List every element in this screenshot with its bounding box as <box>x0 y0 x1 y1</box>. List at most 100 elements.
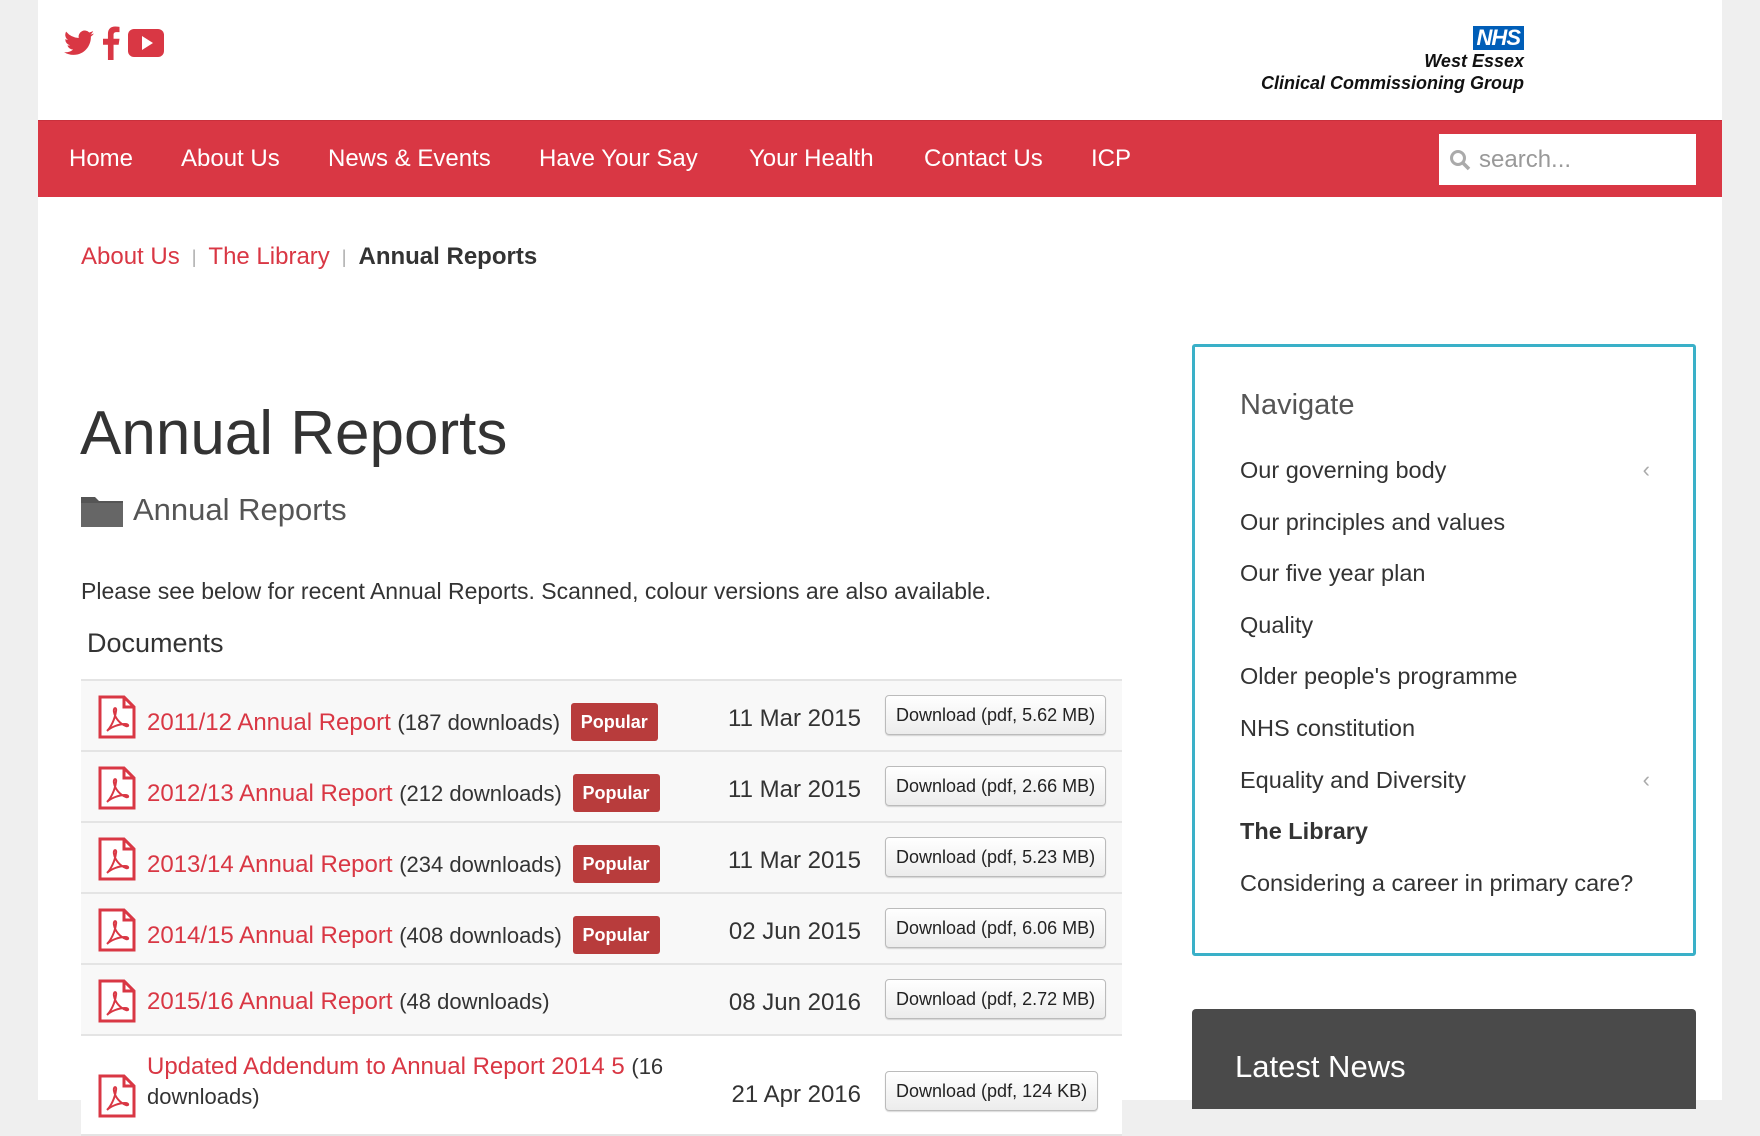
document-date: 11 Mar 2015 <box>728 847 861 874</box>
search-box <box>1439 134 1696 185</box>
category-heading: Annual Reports <box>81 492 347 528</box>
document-link[interactable]: 2013/14 Annual Report <box>147 851 393 878</box>
nav-home[interactable]: Home <box>69 145 134 172</box>
document-link[interactable]: Updated Addendum to Annual Report 2014 5 <box>147 1053 625 1080</box>
youtube-icon[interactable] <box>128 29 164 57</box>
popular-badge: Popular <box>570 703 658 741</box>
download-button[interactable]: Download (pdf, 2.66 MB) <box>885 766 1107 806</box>
search-icon <box>1450 149 1471 170</box>
document-row: 2013/14 Annual Report (234 downloads) Po… <box>81 823 1122 894</box>
breadcrumb-the-library[interactable]: The Library <box>208 243 330 270</box>
document-date: 02 Jun 2015 <box>728 918 861 945</box>
nav-about-us[interactable]: About Us <box>181 145 280 172</box>
pdf-icon <box>97 766 137 815</box>
document-row: 2011/12 Annual Report (187 downloads) Po… <box>81 681 1122 752</box>
nav-contact-us[interactable]: Contact Us <box>924 145 1043 172</box>
document-link[interactable]: 2012/13 Annual Report <box>147 780 393 807</box>
document-row: 2014/15 Annual Report (408 downloads) Po… <box>81 894 1122 965</box>
document-link[interactable]: 2011/12 Annual Report <box>147 709 391 736</box>
sidebar-item[interactable]: Equality and Diversity ‹ <box>1240 767 1650 819</box>
nav-news-events[interactable]: News & Events <box>328 145 491 172</box>
sidebar-item-label: Older people's programme <box>1240 663 1518 690</box>
logo-line-1: West Essex <box>1424 51 1524 71</box>
main-nav: Home About Us News & Events Have Your Sa… <box>38 120 1722 197</box>
download-button[interactable]: Download (pdf, 5.23 MB) <box>885 837 1107 877</box>
sidebar-item-label: The Library <box>1240 818 1368 845</box>
document-row: 2015/16 Annual Report (48 downloads) 08 … <box>81 965 1122 1036</box>
social-links <box>64 26 164 60</box>
sidebar-item[interactable]: NHS constitution <box>1240 715 1650 767</box>
latest-news-panel: Latest News <box>1192 1009 1696 1109</box>
intro-text: Please see below for recent Annual Repor… <box>81 578 992 604</box>
sidebar-heading: Navigate <box>1240 389 1355 421</box>
documents-table: 2011/12 Annual Report (187 downloads) Po… <box>81 679 1122 1136</box>
sidebar-item-label: Our principles and values <box>1240 508 1506 535</box>
twitter-icon[interactable] <box>64 30 94 56</box>
folder-icon <box>81 497 123 527</box>
sidebar-item[interactable]: Quality <box>1240 612 1650 664</box>
download-count: (234 downloads) <box>399 852 562 877</box>
page-title: Annual Reports <box>80 399 508 468</box>
nav-your-health[interactable]: Your Health <box>749 145 874 172</box>
pdf-icon <box>97 695 137 744</box>
document-link[interactable]: 2015/16 Annual Report <box>147 988 393 1015</box>
breadcrumb: About Us | The Library | Annual Reports <box>81 243 537 271</box>
document-title: 2014/15 Annual Report (408 downloads) Po… <box>147 916 707 954</box>
sidebar-item[interactable]: Considering a career in primary care? <box>1240 870 1650 922</box>
breadcrumb-about-us[interactable]: About Us <box>81 243 180 270</box>
sidebar-item[interactable]: Our governing body ‹ <box>1240 457 1650 509</box>
search-input[interactable] <box>1479 145 1679 174</box>
document-date: 21 Apr 2016 <box>731 1081 861 1108</box>
nav-have-your-say[interactable]: Have Your Say <box>539 145 698 172</box>
document-link[interactable]: 2014/15 Annual Report <box>147 922 393 949</box>
chevron-left-icon[interactable]: ‹ <box>1642 766 1650 792</box>
popular-badge: Popular <box>572 774 660 812</box>
logo-line-2: Clinical Commissioning Group <box>1260 73 1524 93</box>
chevron-left-icon[interactable]: ‹ <box>1642 457 1650 482</box>
download-count: (187 downloads) <box>397 710 561 735</box>
document-row: 2012/13 Annual Report (212 downloads) Po… <box>81 752 1122 823</box>
download-button[interactable]: Download (pdf, 124 KB) <box>885 1071 1099 1111</box>
sidebar-navigate: Navigate Our governing body ‹ Our principl… <box>1192 344 1696 956</box>
sidebar-item[interactable]: Our five year plan <box>1240 560 1650 612</box>
category-label: Annual Reports <box>133 492 347 527</box>
document-date: 11 Mar 2015 <box>728 776 861 803</box>
nhs-logo[interactable]: NHS West Essex Clinical Commissioning Gr… <box>1261 26 1524 94</box>
download-count: (408 downloads) <box>399 923 562 948</box>
pdf-icon <box>97 837 137 886</box>
pdf-icon <box>97 908 137 957</box>
nav-icp[interactable]: ICP <box>1091 145 1132 172</box>
sidebar-item-label: Equality and Diversity <box>1240 766 1466 793</box>
download-button[interactable]: Download (pdf, 6.06 MB) <box>885 908 1107 948</box>
pdf-icon <box>97 1074 137 1123</box>
sidebar-item-label: Our five year plan <box>1240 560 1426 587</box>
document-title: 2011/12 Annual Report (187 downloads) Po… <box>147 703 707 741</box>
document-title: 2012/13 Annual Report (212 downloads) Po… <box>147 774 707 812</box>
breadcrumb-current: Annual Reports <box>358 243 538 270</box>
document-title: Updated Addendum to Annual Report 2014 5… <box>147 1052 707 1112</box>
popular-badge: Popular <box>572 845 660 883</box>
sidebar-item[interactable]: Older people's programme <box>1240 663 1650 715</box>
download-count: (212 downloads) <box>399 781 562 806</box>
document-title: 2015/16 Annual Report (48 downloads) <box>147 987 707 1017</box>
document-date: 08 Jun 2016 <box>728 989 861 1016</box>
sidebar-item-label: Considering a career in primary care? <box>1240 869 1634 896</box>
sidebar-item[interactable]: The Library <box>1240 818 1650 870</box>
sidebar-item[interactable]: Our principles and values <box>1240 509 1650 561</box>
download-count: (48 downloads) <box>399 989 550 1014</box>
pdf-icon <box>97 979 137 1028</box>
download-button[interactable]: Download (pdf, 5.62 MB) <box>885 695 1107 735</box>
documents-heading: Documents <box>87 628 224 658</box>
document-date: 11 Mar 2015 <box>728 705 861 732</box>
document-row: Updated Addendum to Annual Report 2014 5… <box>81 1036 1122 1136</box>
sidebar-item-label: NHS constitution <box>1240 714 1416 741</box>
latest-news-heading: Latest News <box>1235 1049 1406 1084</box>
nhs-badge: NHS <box>1472 26 1524 50</box>
download-button[interactable]: Download (pdf, 2.72 MB) <box>885 979 1107 1019</box>
facebook-icon[interactable] <box>102 26 120 60</box>
breadcrumb-separator: | <box>341 246 347 267</box>
sidebar-item-label: Quality <box>1240 611 1314 638</box>
breadcrumb-separator: | <box>191 246 197 267</box>
sidebar-item-label: Our governing body <box>1240 457 1447 483</box>
popular-badge: Popular <box>572 916 660 954</box>
